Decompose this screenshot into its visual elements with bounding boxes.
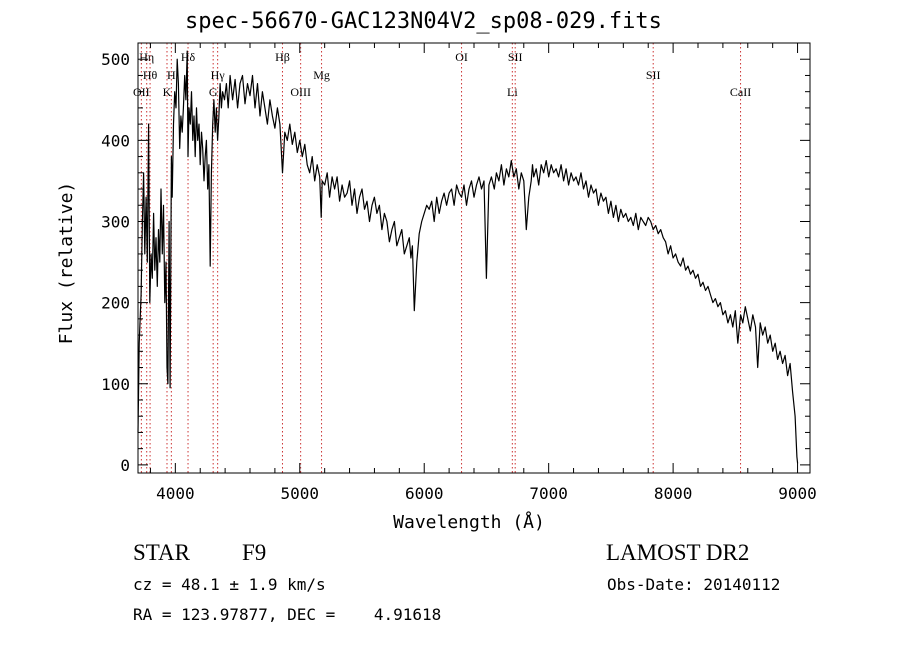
flux-line-0 — [137, 50, 799, 464]
line-marker-label: SII — [646, 68, 661, 82]
line-marker-label: CaII — [730, 85, 751, 99]
line-marker-label: OIII — [290, 85, 311, 99]
line-marker-label: Li — [507, 85, 518, 99]
x-tick-label: 9000 — [778, 484, 817, 503]
line-marker-label: H — [167, 68, 176, 82]
obs-date: Obs-Date: 20140112 — [607, 575, 781, 594]
y-tick-label: 200 — [101, 294, 130, 313]
line-marker-label: SII — [508, 50, 523, 64]
line-marker-label: Hγ — [211, 68, 226, 82]
x-tick-label: 6000 — [405, 484, 444, 503]
y-tick-label: 500 — [101, 50, 130, 69]
object-subclass: F9 — [242, 540, 267, 565]
y-tick-label: 400 — [101, 131, 130, 150]
plot-frame — [137, 42, 811, 474]
x-tick-label: 7000 — [529, 484, 568, 503]
line-marker-label: Hδ — [181, 50, 196, 64]
line-marker-label: Hθ — [143, 68, 158, 82]
y-tick-label: 300 — [101, 212, 130, 231]
chart-title: spec-56670-GAC123N04V2_sp08-029.fits — [185, 9, 662, 34]
ra-dec: RA = 123.97877, DEC = 4.91618 — [133, 605, 442, 624]
x-tick-label: 4000 — [156, 484, 195, 503]
flux-series — [137, 50, 799, 464]
y-axis-title: Flux (relative) — [56, 182, 77, 345]
line-marker-label: K — [163, 85, 172, 99]
line-marker-label: OI — [455, 50, 468, 64]
x-tick-label: 8000 — [654, 484, 693, 503]
survey-name: LAMOST DR2 — [606, 540, 750, 565]
line-marker-label: G — [209, 85, 218, 99]
line-marker-label: Mg — [313, 68, 330, 82]
x-tick-label: 5000 — [281, 484, 320, 503]
y-tick-label: 100 — [101, 375, 130, 394]
x-axis-title: Wavelength (Å) — [393, 511, 545, 533]
redshift-cz: cz = 48.1 ± 1.9 km/s — [133, 575, 326, 594]
y-tick-label: 0 — [120, 456, 130, 475]
object-class: STAR — [133, 540, 190, 565]
line-marker-label: Hβ — [275, 50, 290, 64]
axes: 4000 5000 6000 7000 8000 9000 0 100 200 300 400 500… — [56, 42, 817, 533]
